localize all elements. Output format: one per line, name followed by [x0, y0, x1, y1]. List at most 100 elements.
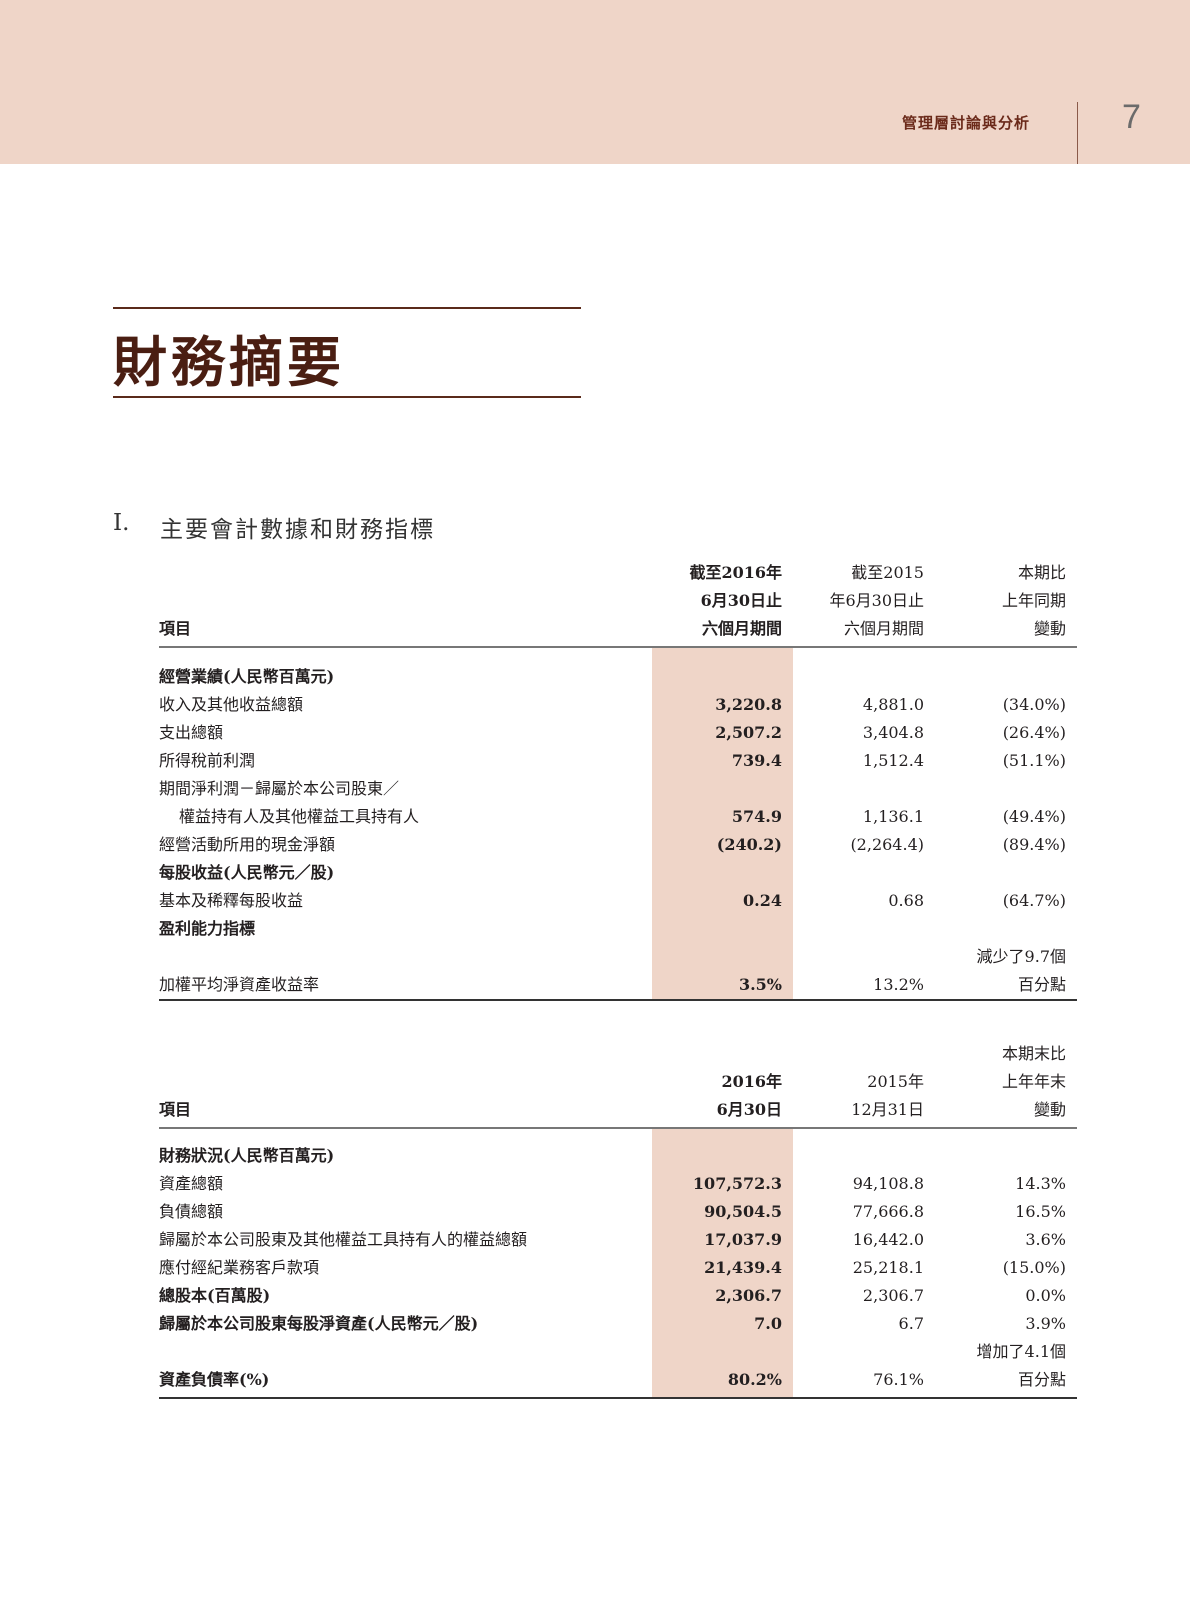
row-label: 資產總額	[159, 1174, 224, 1193]
change-value: 增加了4.1個	[976, 1342, 1066, 1361]
header-current: 6月30日	[716, 1100, 782, 1119]
row-label: 加權平均淨資產收益率	[159, 975, 320, 994]
section-title: 主要會計數據和財務指標	[160, 517, 435, 543]
change-value: (34.0%)	[1002, 695, 1066, 714]
page-title: 財務摘要	[113, 330, 345, 394]
table-row: 支出總額 2,507.2 3,404.8 (26.4%)	[159, 719, 1077, 747]
prior-value: 13.2%	[873, 975, 924, 994]
row-label: 資產負債率(%)	[159, 1370, 270, 1389]
bottom-rule	[159, 999, 1077, 1001]
table-header-row: 項目 6月30日 12月31日 變動	[159, 1096, 1077, 1124]
current-value: 739.4	[731, 751, 782, 770]
bottom-rule	[159, 1397, 1077, 1399]
header-change: 上年年末	[1001, 1072, 1066, 1091]
header-prior: 2015年	[867, 1072, 924, 1091]
prior-value: 16,442.0	[852, 1230, 924, 1249]
change-value: (15.0%)	[1002, 1258, 1066, 1277]
prior-value: 3,404.8	[862, 723, 924, 742]
table-row: 財務狀況(人民幣百萬元)	[159, 1142, 1077, 1170]
prior-value: 0.68	[888, 891, 924, 910]
change-value: (26.4%)	[1002, 723, 1066, 742]
table-row: 資產總額 107,572.3 94,108.8 14.3%	[159, 1170, 1077, 1198]
table-row: 所得稅前利潤 739.4 1,512.4 (51.1%)	[159, 747, 1077, 775]
row-label: 總股本(百萬股)	[159, 1286, 271, 1305]
table-header-row: 截至2016年 截至2015 本期比	[159, 559, 1077, 587]
row-label: 盈利能力指標	[159, 919, 256, 938]
header-rule	[159, 646, 1077, 648]
header-item: 項目	[159, 619, 192, 638]
row-label: 基本及稀釋每股收益	[159, 891, 304, 910]
row-label: 支出總額	[159, 723, 224, 742]
current-value: 2,306.7	[715, 1286, 782, 1305]
row-label: 歸屬於本公司股東及其他權益工具持有人的權益總額	[159, 1230, 528, 1249]
table-row: 總股本(百萬股) 2,306.7 2,306.7 0.0%	[159, 1282, 1077, 1310]
header-prior: 截至2015	[851, 563, 924, 582]
title-rule-bottom	[113, 396, 581, 398]
prior-value: 1,136.1	[862, 807, 924, 826]
table-header-row: 2016年 2015年 上年年末	[159, 1068, 1077, 1096]
header-prior: 六個月期間	[843, 619, 924, 638]
prior-value: 6.7	[898, 1314, 924, 1333]
change-value: 3.9%	[1025, 1314, 1066, 1333]
prior-value: 77,666.8	[852, 1202, 924, 1221]
change-value: 百分點	[1017, 975, 1066, 994]
row-label: 負債總額	[159, 1202, 224, 1221]
header-change: 變動	[1033, 619, 1066, 638]
header-current: 六個月期間	[701, 619, 782, 638]
header-change: 上年同期	[1001, 591, 1066, 610]
change-value: 0.0%	[1025, 1286, 1066, 1305]
prior-value: (2,264.4)	[850, 835, 924, 854]
prior-value: 94,108.8	[852, 1174, 924, 1193]
header-prior: 年6月30日止	[829, 591, 924, 610]
table-header-row: 6月30日止 年6月30日止 上年同期	[159, 587, 1077, 615]
current-value: 3,220.8	[715, 695, 782, 714]
row-label: 財務狀況(人民幣百萬元)	[159, 1146, 335, 1165]
table-row: 加權平均淨資產收益率 3.5% 13.2% 百分點	[159, 971, 1077, 999]
table-row: 經營業績(人民幣百萬元)	[159, 663, 1077, 691]
header-band	[0, 0, 1190, 164]
header-current: 6月30日止	[700, 591, 782, 610]
change-value: 3.6%	[1025, 1230, 1066, 1249]
header-current: 截至2016年	[689, 563, 782, 582]
current-period-highlight	[652, 1127, 793, 1397]
change-value: (89.4%)	[1002, 835, 1066, 854]
header-change: 變動	[1033, 1100, 1066, 1119]
row-label: 每股收益(人民幣元／股)	[159, 863, 335, 882]
table-row: 減少了9.7個	[159, 943, 1077, 971]
table-row: 權益持有人及其他權益工具持有人 574.9 1,136.1 (49.4%)	[159, 803, 1077, 831]
header-item: 項目	[159, 1100, 192, 1119]
table-row: 負債總額 90,504.5 77,666.8 16.5%	[159, 1198, 1077, 1226]
row-label: 應付經紀業務客戶款項	[159, 1258, 320, 1277]
change-value: 16.5%	[1015, 1202, 1066, 1221]
header-change: 本期末比	[1001, 1044, 1066, 1063]
row-label: 經營活動所用的現金淨額	[159, 835, 336, 854]
change-value: (49.4%)	[1002, 807, 1066, 826]
current-value: 107,572.3	[692, 1174, 782, 1193]
change-value: 減少了9.7個	[976, 947, 1066, 966]
prior-value: 1,512.4	[862, 751, 924, 770]
prior-value: 76.1%	[873, 1370, 924, 1389]
current-value: (240.2)	[716, 835, 782, 854]
change-value: 14.3%	[1015, 1174, 1066, 1193]
table-header-row: 項目 六個月期間 六個月期間 變動	[159, 615, 1077, 643]
header-change: 本期比	[1017, 563, 1066, 582]
current-value: 21,439.4	[704, 1258, 782, 1277]
header-rule	[159, 1127, 1077, 1129]
change-value: 百分點	[1017, 1370, 1066, 1389]
header-divider	[1077, 102, 1078, 164]
row-label: 歸屬於本公司股東每股淨資產(人民幣元／股)	[159, 1314, 479, 1333]
table-header-row: 本期末比	[159, 1040, 1077, 1068]
row-label: 收入及其他收益總額	[159, 695, 304, 714]
current-value: 17,037.9	[704, 1230, 782, 1249]
table-row: 增加了4.1個	[159, 1338, 1077, 1366]
table-row: 資產負債率(%) 80.2% 76.1% 百分點	[159, 1366, 1077, 1394]
table-row: 每股收益(人民幣元／股)	[159, 859, 1077, 887]
table-row: 期間淨利潤－歸屬於本公司股東／	[159, 775, 1077, 803]
table-row: 歸屬於本公司股東及其他權益工具持有人的權益總額 17,037.9 16,442.…	[159, 1226, 1077, 1254]
current-value: 0.24	[743, 891, 782, 910]
row-label: 權益持有人及其他權益工具持有人	[179, 807, 420, 826]
current-period-highlight	[652, 646, 793, 999]
current-value: 3.5%	[738, 975, 782, 994]
current-value: 7.0	[754, 1314, 782, 1333]
header-prior: 12月31日	[851, 1100, 924, 1119]
